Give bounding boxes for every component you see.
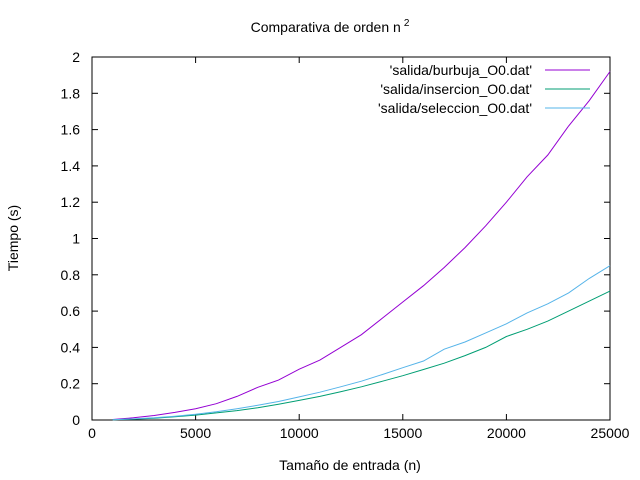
- y-tick-label: 0.2: [61, 376, 81, 392]
- series-line-2: [112, 290, 611, 421]
- x-tick-label: 15000: [383, 425, 422, 441]
- plot-area: 0 5000 10000 15000 20000 25000 0 0.2 0.4 0.6 0.8 1 1…: [61, 49, 630, 441]
- y-tick-label: 1.6: [61, 122, 81, 138]
- y-tick-label: 1.8: [61, 85, 81, 101]
- series-line-3: [112, 265, 611, 421]
- y-tick-label: 1: [72, 231, 80, 247]
- y-tick-label: 0.6: [61, 303, 81, 319]
- x-tick-label: 10000: [280, 425, 319, 441]
- y-tick-label: 1.4: [61, 158, 81, 174]
- y-tick-label: 0: [72, 412, 80, 428]
- chart-title-superscript: 2: [404, 18, 410, 29]
- series-group: [112, 71, 611, 421]
- x-tick-label: 20000: [487, 425, 526, 441]
- x-tick-label: 25000: [591, 425, 630, 441]
- legend-label-3: 'salida/seleccion_O0.dat': [378, 100, 532, 116]
- legend-label-2: 'salida/insercion_O0.dat': [380, 81, 532, 97]
- y-tick-label: 0.4: [61, 339, 81, 355]
- x-tick-label: 0: [88, 425, 96, 441]
- y-tick-label: 0.8: [61, 267, 81, 283]
- x-axis-label: Tamaño de entrada (n): [279, 457, 421, 473]
- x-tick-label: 5000: [180, 425, 211, 441]
- plot-border: [91, 56, 611, 421]
- y-axis-label: Tiempo (s): [5, 205, 21, 271]
- series-line-1: [112, 71, 611, 420]
- y-tick-label: 2: [72, 49, 80, 65]
- legend: 'salida/burbuja_O0.dat' 'salida/insercion…: [378, 62, 590, 116]
- y-tick-label: 1.2: [61, 194, 81, 210]
- legend-label-1: 'salida/burbuja_O0.dat': [390, 62, 532, 78]
- chart-title-text: Comparativa de orden n: [251, 19, 401, 35]
